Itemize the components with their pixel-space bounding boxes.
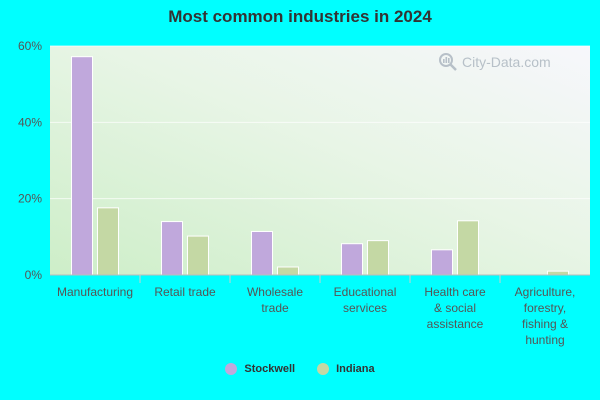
category-label-line: assistance bbox=[427, 317, 484, 331]
magnifier-icon bbox=[439, 53, 457, 71]
category-label-line: Manufacturing bbox=[57, 285, 133, 299]
category-label-line: Agriculture, bbox=[515, 285, 576, 299]
category-label-line: & social bbox=[434, 301, 476, 315]
y-tick-label: 60% bbox=[18, 39, 42, 53]
category-label: Health care & social assistance bbox=[424, 285, 486, 331]
category-label-line: Educational bbox=[334, 285, 397, 299]
category-label: Manufacturing bbox=[57, 285, 133, 299]
chart-title: Most common industries in 2024 bbox=[168, 7, 432, 26]
bar-indiana-4[interactable] bbox=[457, 220, 479, 276]
legend-label-stockwell: Stockwell bbox=[244, 363, 296, 375]
watermark-text: City-Data.com bbox=[462, 54, 551, 70]
category-label-line: trade bbox=[261, 301, 289, 315]
bar-stockwell-3[interactable] bbox=[341, 243, 363, 276]
y-tick-label: 40% bbox=[18, 115, 42, 129]
category-label-line: hunting bbox=[525, 333, 564, 347]
legend-swatch-indiana bbox=[317, 363, 330, 375]
category-label-line: Health care bbox=[424, 285, 486, 299]
bar-indiana-0[interactable] bbox=[97, 207, 119, 276]
legend-item-indiana[interactable]: Indiana bbox=[317, 363, 375, 375]
category-label-line: Wholesale bbox=[247, 285, 303, 299]
bar-indiana-2[interactable] bbox=[277, 266, 299, 276]
category-label: Educational services bbox=[334, 285, 397, 315]
bar-stockwell-0[interactable] bbox=[71, 56, 93, 276]
watermark: City-Data.com bbox=[438, 52, 551, 72]
category-label: Retail trade bbox=[154, 285, 216, 299]
y-tick-label: 20% bbox=[18, 192, 42, 206]
legend: Stockwell Indiana bbox=[0, 363, 600, 375]
bar-stockwell-2[interactable] bbox=[251, 230, 273, 276]
bar-stockwell-1[interactable] bbox=[161, 221, 183, 276]
category-label: Agriculture, forestry, fishing & hunting bbox=[515, 285, 576, 347]
category-label-line: services bbox=[343, 301, 387, 315]
legend-label-indiana: Indiana bbox=[336, 363, 375, 375]
category-label: Wholesale trade bbox=[247, 285, 303, 315]
legend-item-stockwell[interactable]: Stockwell bbox=[225, 363, 295, 375]
bar-stockwell-4[interactable] bbox=[431, 249, 453, 276]
y-tick-label: 0% bbox=[25, 268, 43, 282]
plot-area bbox=[50, 46, 590, 275]
bar-indiana-5[interactable] bbox=[547, 270, 569, 276]
bar-indiana-1[interactable] bbox=[187, 235, 209, 276]
category-label-line: Retail trade bbox=[154, 285, 216, 299]
category-label-line: fishing & bbox=[522, 317, 568, 331]
category-label-line: forestry, bbox=[524, 301, 566, 315]
bar-indiana-3[interactable] bbox=[367, 240, 389, 276]
legend-swatch-stockwell bbox=[225, 363, 238, 375]
